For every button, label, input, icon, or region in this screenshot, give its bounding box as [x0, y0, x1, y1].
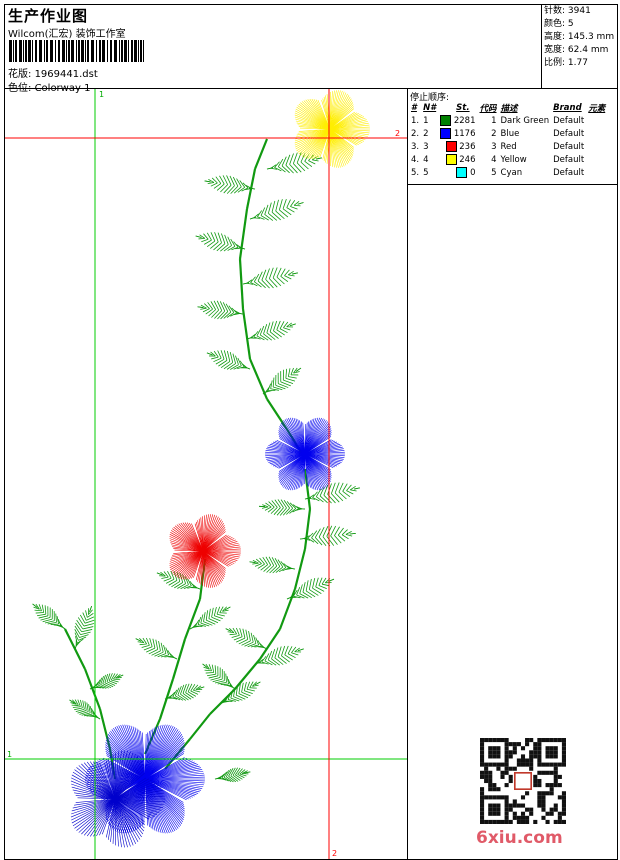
design-value: 1969441.dst	[34, 69, 98, 80]
divider	[407, 88, 408, 860]
stat-width: 宽度: 62.4 mm	[544, 45, 609, 55]
design-info: 花版: 1969441.dst	[8, 65, 98, 80]
embroidery-design: 1 1 2 2	[5, 89, 407, 859]
table-row: 2. 2 1176 2 Blue Default	[411, 128, 585, 139]
stop-sequence-title: 停止顺序:	[410, 93, 450, 103]
col-brand: Brand	[553, 102, 582, 113]
stop-sequence-panel: 停止顺序: # N# St. 代码 描述 Brand 元素 1. 1 2281 1 D…	[408, 89, 617, 185]
red-h-label: 2	[395, 129, 400, 138]
page-title: 生产作业图	[8, 7, 89, 25]
table-row: 4. 4 246 4 Yellow Default	[411, 154, 585, 165]
table-row: 5. 5 0 5 Cyan Default	[411, 167, 585, 178]
col-stitches: St.	[456, 102, 470, 113]
col-desc: 描述	[500, 103, 518, 114]
green-v-label: 1	[99, 90, 104, 99]
col-needle: N#	[423, 102, 437, 113]
color-swatch	[440, 128, 452, 139]
table-row: 3. 3 236 3 Red Default	[411, 141, 585, 152]
col-element: 元素	[588, 103, 606, 114]
stat-scale: 比例: 1.77	[544, 58, 588, 68]
red-v-label: 2	[332, 849, 337, 858]
table-row: 1. 1 2281 1 Dark Green Default	[411, 115, 585, 126]
green-h-label: 1	[7, 750, 12, 759]
header: 生产作业图 Wilcom(汇宏) 装饰工作室 花版: 1969441.dst 色…	[5, 5, 540, 94]
stat-stitches: 针数: 3941	[544, 6, 591, 16]
col-index: #	[411, 102, 417, 113]
col-code: 代码	[479, 103, 497, 114]
color-swatch	[445, 154, 457, 165]
barcode	[9, 40, 144, 62]
color-swatch	[440, 115, 452, 126]
color-swatch	[445, 141, 457, 152]
qr-code	[480, 738, 566, 824]
divider	[4, 88, 618, 89]
design-label: 花版:	[8, 69, 32, 80]
stats-box: 针数: 3941 颜色: 5 高度: 145.3 mm 宽度: 62.4 mm …	[541, 5, 617, 88]
watermark: 6xiu.com	[476, 828, 563, 848]
color-swatch	[456, 167, 468, 178]
color-table: # N# St. 代码 描述 Brand 元素 1. 1 2281 1 Dark Gr…	[409, 101, 607, 179]
stat-colors: 颜色: 5	[544, 19, 574, 29]
table-header: # N# St. 代码 描述 Brand 元素	[409, 101, 607, 114]
company-name: Wilcom(汇宏) 装饰工作室	[8, 29, 126, 40]
stat-height: 高度: 145.3 mm	[544, 32, 615, 42]
